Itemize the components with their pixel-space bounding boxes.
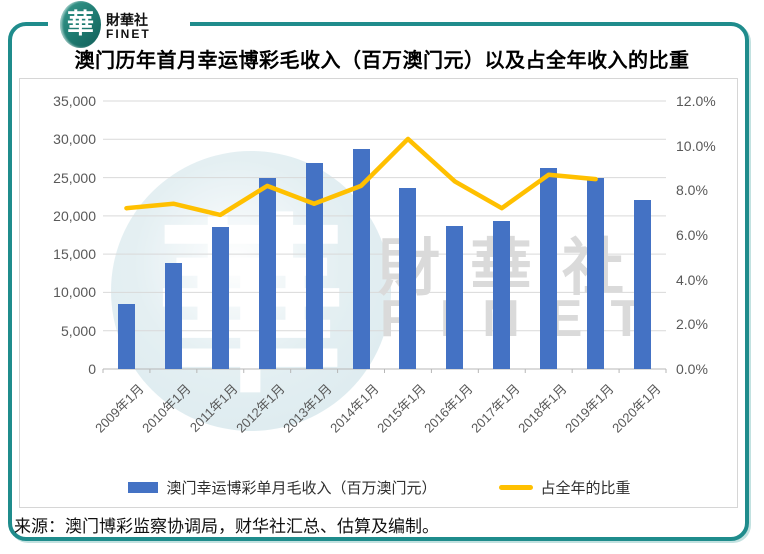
chart-title: 澳门历年首月幸运博彩毛收入（百万澳门元）以及占全年收入的比重 xyxy=(74,50,690,72)
finet-logo-icon: 華 xyxy=(60,1,101,48)
bar-2011年1月 xyxy=(211,226,229,369)
chart-area: 華 財華社 FINET 0 5,000 10,000 15,000 20,000 25,0… xyxy=(19,78,738,508)
right-axis-tick: 0.0% xyxy=(676,361,708,377)
legend-item-bar: 澳门幸运博彩单月毛收入（百万澳门元） xyxy=(128,477,437,498)
left-axis-tick: 35,000 xyxy=(53,93,96,109)
bar-2017年1月 xyxy=(493,221,511,369)
bar-2010年1月 xyxy=(164,262,182,369)
legend-line-label: 占全年的比重 xyxy=(540,480,631,497)
bar-2014年1月 xyxy=(352,149,370,369)
bar-2018年1月 xyxy=(540,167,558,369)
logo-glyph: 華 xyxy=(67,9,94,39)
bar-2015年1月 xyxy=(399,187,417,369)
watermark-logo-icon: 華 xyxy=(111,151,391,431)
bar-2009年1月 xyxy=(117,303,135,369)
brand-name-en: FINET xyxy=(106,27,151,41)
watermark-text-en: FINET xyxy=(380,290,671,348)
left-axis-tick: 15,000 xyxy=(53,246,96,263)
watermark-text-cn: 財華社 xyxy=(378,234,655,303)
legend-line-swatch-icon xyxy=(498,485,533,490)
bar-2016年1月 xyxy=(446,225,464,369)
legend-bar-swatch-icon xyxy=(128,482,159,493)
gridlines xyxy=(102,100,667,373)
left-axis-tick: 10,000 xyxy=(53,284,96,301)
right-axis-tick: 12.0% xyxy=(676,93,716,109)
legend-item-line: 占全年的比重 xyxy=(498,477,631,498)
left-axis-tick: 5,000 xyxy=(60,322,96,339)
bar-2020年1月 xyxy=(634,199,652,369)
bar-2013年1月 xyxy=(305,163,323,369)
right-axis-tick: 6.0% xyxy=(676,227,708,243)
right-axis-tick: 4.0% xyxy=(676,271,708,288)
right-axis-tick: 2.0% xyxy=(676,316,708,333)
right-axis-tick: 10.0% xyxy=(676,137,716,154)
bar-2019年1月 xyxy=(587,178,605,369)
legend-bar-label: 澳门幸运博彩单月毛收入（百万澳门元） xyxy=(166,480,437,497)
brand-name-cn: 財華社 xyxy=(106,12,148,28)
left-axis-tick: 20,000 xyxy=(53,207,96,224)
left-axis-tick: 30,000 xyxy=(53,131,96,148)
chart-legend: 澳门幸运博彩单月毛收入（百万澳门元） 占全年的比重 xyxy=(20,477,737,498)
left-axis-tick: 25,000 xyxy=(53,169,96,186)
decorative-frame xyxy=(8,22,749,541)
bar-2012年1月 xyxy=(258,177,276,369)
ratio-line xyxy=(124,136,598,218)
left-axis-tick: 0 xyxy=(88,361,96,377)
source-note: 来源：澳门博彩监察协调局，财华社汇总、估算及编制。 xyxy=(14,517,439,536)
right-axis-tick: 8.0% xyxy=(676,182,708,199)
